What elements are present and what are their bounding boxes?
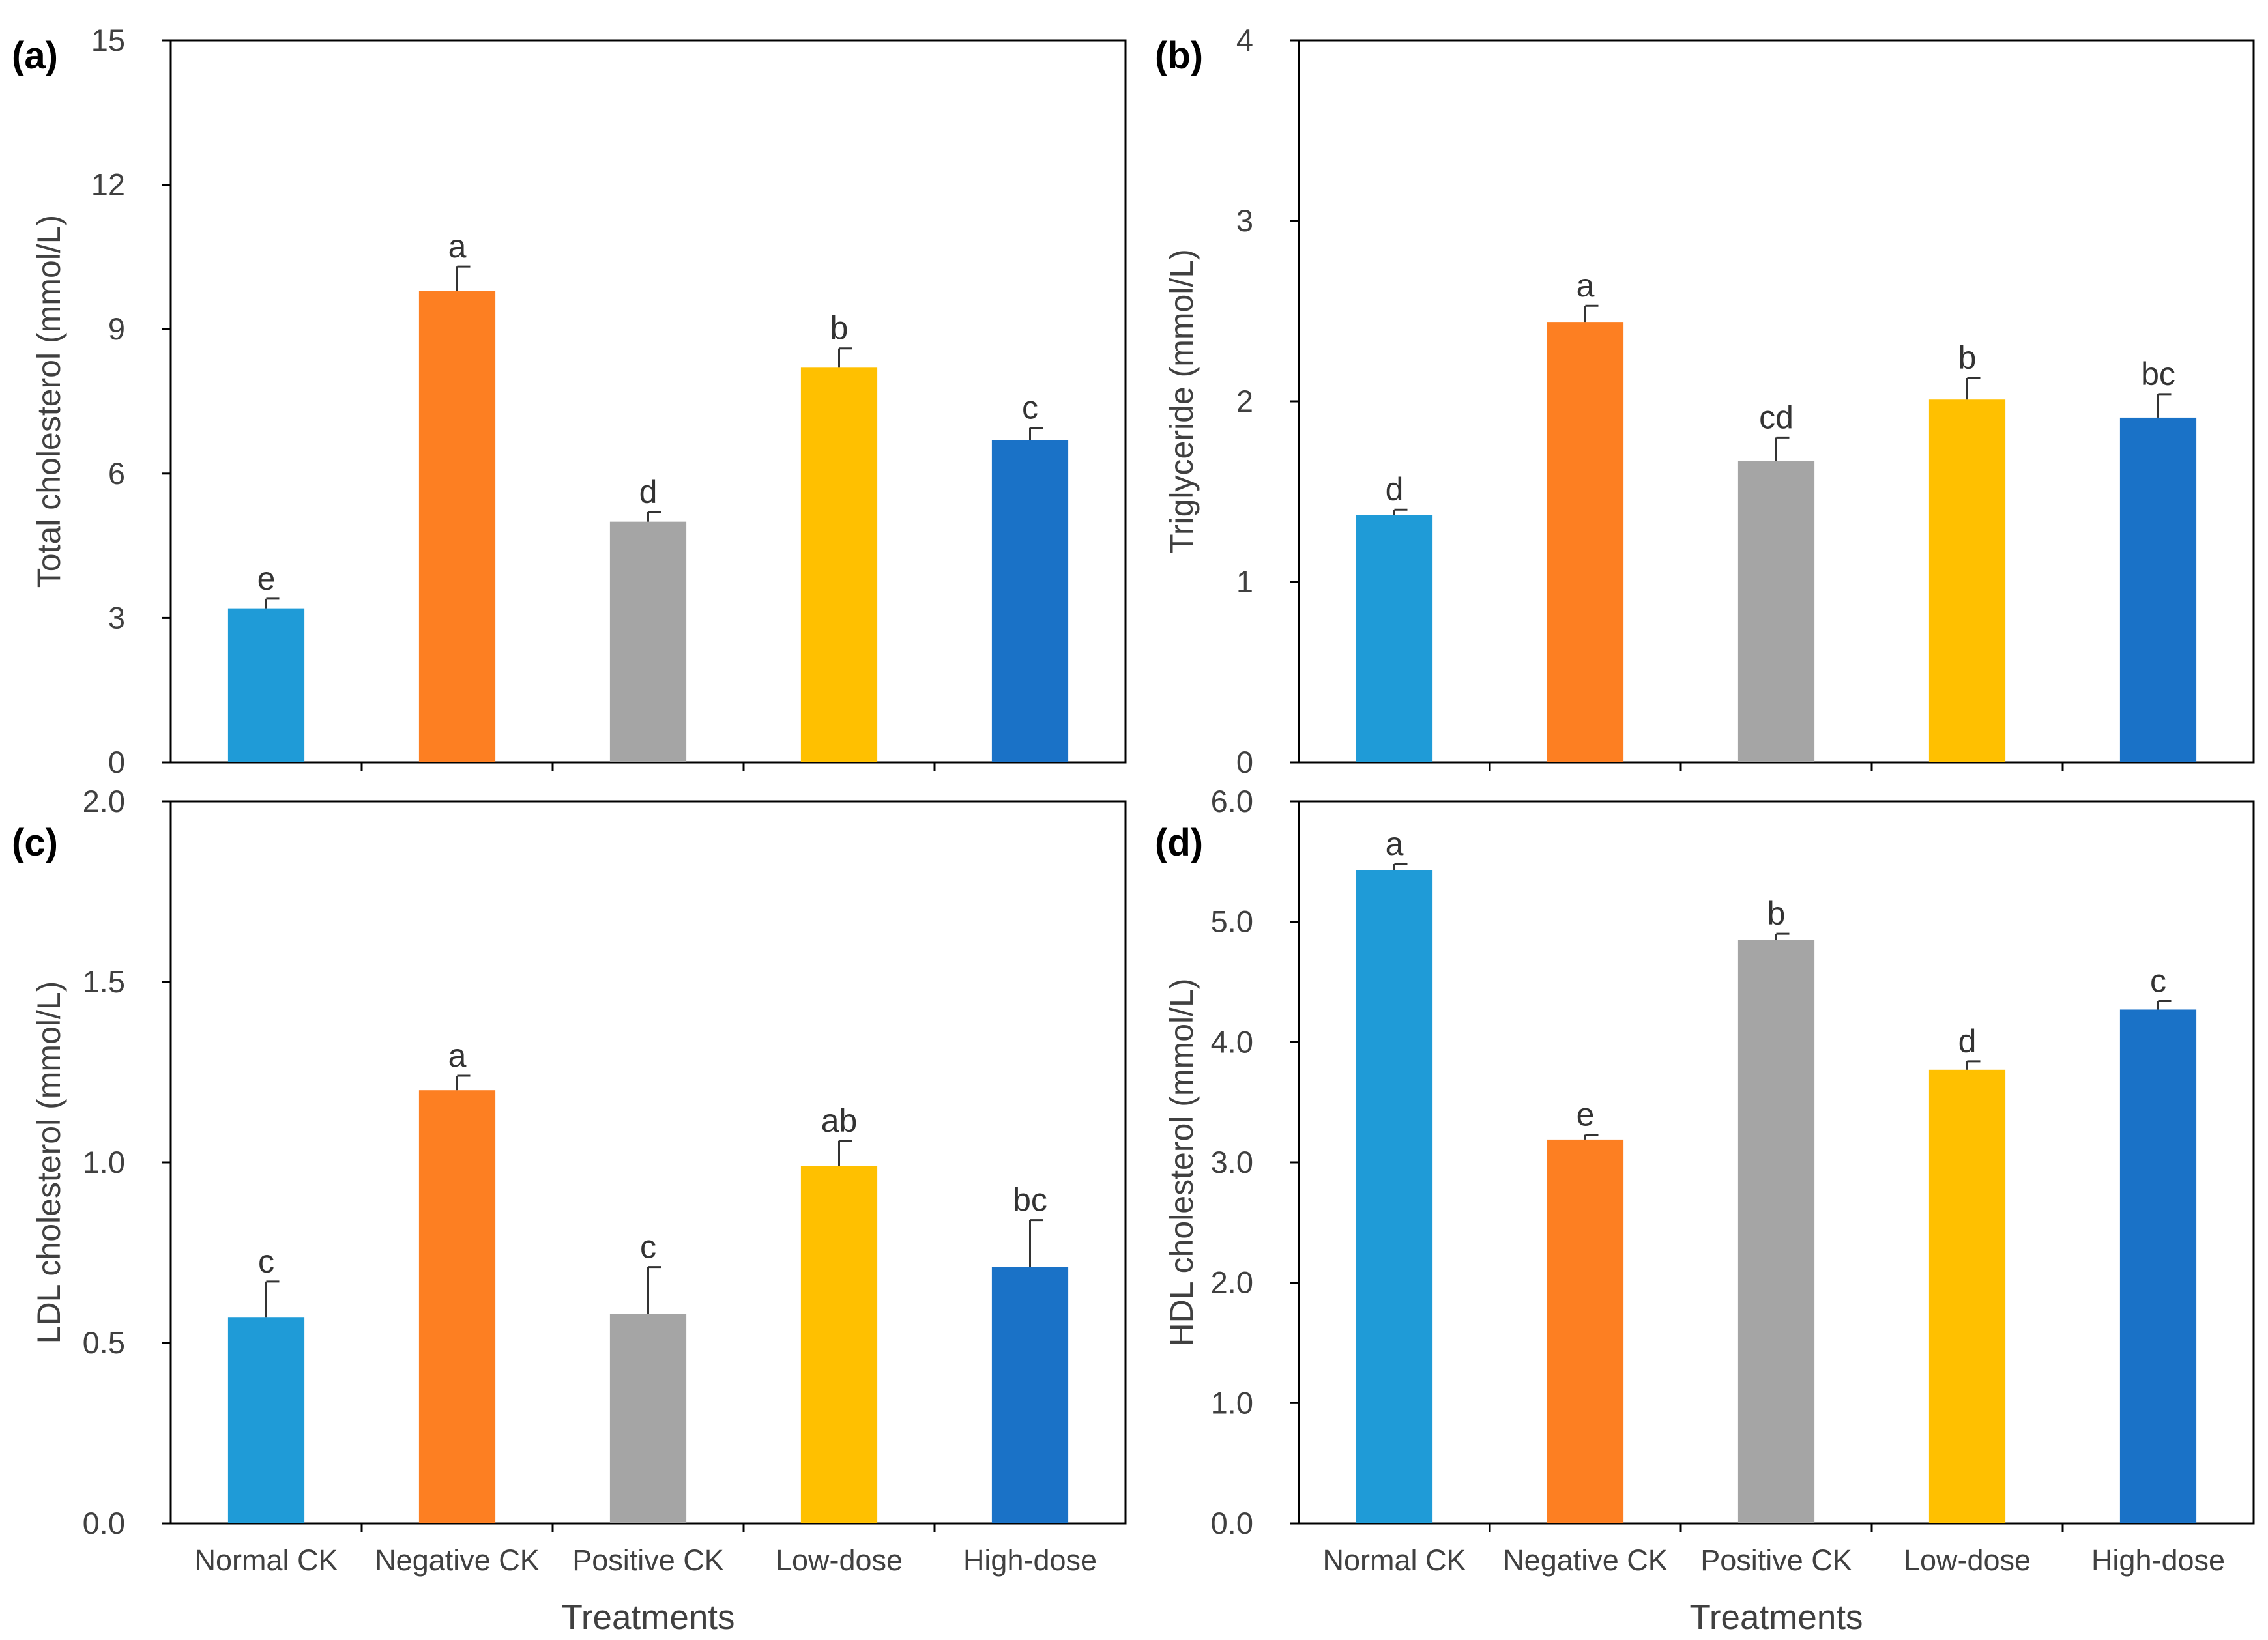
significance-letter: b xyxy=(1958,339,1977,376)
y-tick-label: 9 xyxy=(108,311,125,346)
y-tick-label: 2.0 xyxy=(1211,1265,1253,1300)
x-category-label: Low-dose xyxy=(776,1544,903,1577)
bar-negative-ck xyxy=(1547,1139,1624,1523)
significance-letter: e xyxy=(257,560,276,597)
y-tick-label: 2 xyxy=(1236,384,1253,418)
panel-c: (c) 0.0 0.5 1.0 1.5 2.0 c Normal CK a Negative CK… xyxy=(12,784,1127,1637)
y-axis-title: Total cholesterol (mmol/L) xyxy=(31,215,67,588)
bar-positive-ck xyxy=(1737,461,1815,762)
significance-letter: a xyxy=(1577,267,1595,304)
significance-letter: a xyxy=(448,1037,467,1074)
bar-negative-ck xyxy=(418,291,496,762)
y-axis-title: LDL cholesterol (mmol/L) xyxy=(31,981,67,1344)
bar-positive-ck xyxy=(1737,940,1815,1523)
significance-letter: ab xyxy=(821,1102,858,1139)
y-tick-label: 4.0 xyxy=(1211,1024,1253,1059)
significance-letter: cd xyxy=(1759,399,1794,435)
y-tick-label: 1.0 xyxy=(83,1145,125,1179)
panel-label: (b) xyxy=(1155,35,1203,77)
bar-high-dose xyxy=(991,440,1069,762)
y-tick-label: 6 xyxy=(108,456,125,491)
x-category-label: Negative CK xyxy=(375,1544,540,1577)
significance-letter: a xyxy=(1386,826,1404,862)
x-category-label: Low-dose xyxy=(1904,1544,2031,1577)
significance-letter: c xyxy=(640,1229,656,1265)
significance-letter: d xyxy=(639,474,658,510)
bar-negative-ck xyxy=(1547,322,1624,762)
significance-letter: d xyxy=(1958,1023,1977,1059)
panel-d: (d) 0.0 1.0 2.0 3.0 4.0 5.0 6.0 a Normal CK e Negat… xyxy=(1155,784,2255,1637)
panel-a: (a) 0 3 6 9 12 15 e a d b c Total cholesterol (mmol/… xyxy=(12,23,1127,779)
bar-low-dose xyxy=(800,1166,878,1523)
panel-label: (d) xyxy=(1155,822,1203,864)
y-tick-label: 0.5 xyxy=(83,1325,125,1360)
y-tick-label: 0 xyxy=(108,745,125,779)
y-tick-label: 12 xyxy=(91,167,125,202)
x-category-label: Positive CK xyxy=(1700,1544,1852,1577)
significance-letter: d xyxy=(1386,471,1404,508)
y-tick-label: 3 xyxy=(1236,203,1253,238)
panel-label: (a) xyxy=(12,35,58,77)
x-category-label: Negative CK xyxy=(1503,1544,1668,1577)
bar-normal-ck xyxy=(1356,515,1433,762)
x-axis-title: Treatments xyxy=(1689,1598,1863,1637)
significance-letter: bc xyxy=(2141,356,2175,392)
y-tick-label: 1.5 xyxy=(83,964,125,999)
bar-normal-ck xyxy=(227,608,305,762)
bar-high-dose xyxy=(991,1267,1069,1523)
significance-letter: bc xyxy=(1013,1182,1047,1218)
y-tick-label: 3 xyxy=(108,600,125,635)
significance-letter: b xyxy=(1767,895,1786,932)
significance-letter: b xyxy=(830,310,849,347)
significance-letter: c xyxy=(2150,963,2166,1000)
bar-negative-ck xyxy=(418,1090,496,1523)
y-tick-label: 3.0 xyxy=(1211,1145,1253,1179)
bar-low-dose xyxy=(1928,1069,2006,1523)
bar-normal-ck xyxy=(1356,870,1433,1523)
x-category-label: Positive CK xyxy=(572,1544,724,1577)
panel-b: (b) 0 1 2 3 4 d a cd b bc Triglyceride (mmol/L) xyxy=(1155,23,2255,779)
bar-positive-ck xyxy=(609,521,687,762)
bar-low-dose xyxy=(1928,399,2006,762)
panel-label: (c) xyxy=(12,822,58,864)
significance-letter: c xyxy=(258,1243,274,1280)
significance-letter: c xyxy=(1022,390,1038,426)
y-tick-label: 0 xyxy=(1236,745,1253,779)
significance-letter: a xyxy=(448,228,467,265)
y-tick-label: 15 xyxy=(91,23,125,57)
bar-high-dose xyxy=(2119,1009,2197,1523)
significance-letter: e xyxy=(1577,1097,1595,1133)
y-tick-label: 2.0 xyxy=(83,784,125,818)
y-axis-title: Triglyceride (mmol/L) xyxy=(1163,249,1200,554)
bar-high-dose xyxy=(2119,417,2197,762)
x-category-label: Normal CK xyxy=(194,1544,338,1577)
x-category-label: Normal CK xyxy=(1322,1544,1466,1577)
bar-positive-ck xyxy=(609,1314,687,1523)
y-tick-label: 4 xyxy=(1236,23,1253,57)
y-tick-label: 1.0 xyxy=(1211,1385,1253,1420)
y-tick-label: 6.0 xyxy=(1211,784,1253,818)
bar-low-dose xyxy=(800,367,878,762)
y-tick-label: 0.0 xyxy=(1211,1506,1253,1540)
x-axis-title: Treatments xyxy=(561,1598,734,1637)
x-category-label: High-dose xyxy=(2091,1544,2225,1577)
y-tick-label: 0.0 xyxy=(83,1506,125,1540)
x-category-label: High-dose xyxy=(963,1544,1097,1577)
bar-normal-ck xyxy=(227,1317,305,1523)
y-tick-label: 5.0 xyxy=(1211,904,1253,939)
y-tick-label: 1 xyxy=(1236,564,1253,599)
y-axis-title: HDL cholesterol (mmol/L) xyxy=(1163,979,1200,1347)
